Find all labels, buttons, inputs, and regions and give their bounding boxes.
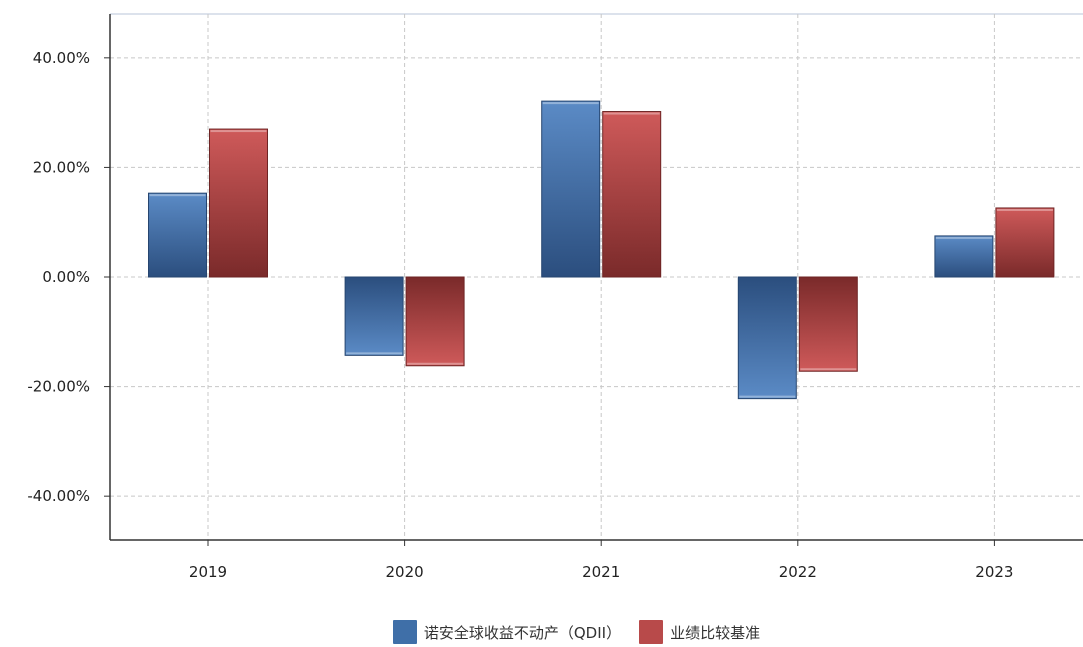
legend-swatch-benchmark [639, 620, 664, 644]
axes [104, 14, 1083, 546]
x-tick-label: 2021 [582, 563, 620, 581]
bar-highlight [935, 236, 992, 239]
bar-highlight [542, 102, 599, 105]
y-tick-label: -40.00% [27, 487, 90, 505]
x-tick-label: 2020 [386, 563, 424, 581]
legend: 诺安全球收益不动产（QDII） 业绩比较基准 [0, 617, 1083, 647]
y-tick-label: 20.00% [33, 158, 90, 176]
bar-highlight [996, 208, 1053, 211]
bar-fund-2019[interactable] [148, 192, 207, 278]
x-tick-label: 2019 [189, 563, 227, 581]
bar-highlight [407, 362, 464, 365]
bar-benchmark-2022[interactable] [798, 276, 858, 372]
x-tick-label: 2023 [975, 563, 1013, 581]
bar-highlight [739, 395, 796, 398]
bar-benchmark-2019[interactable] [209, 128, 268, 278]
legend-item-fund[interactable]: 诺安全球收益不动产（QDII） [323, 620, 621, 644]
bar-fund-2022[interactable] [737, 276, 797, 400]
bar-highlight [346, 352, 403, 355]
y-tick-label: 40.00% [33, 49, 90, 67]
bar-fund-2021[interactable] [541, 100, 601, 278]
bar-highlight [210, 130, 267, 133]
bar-highlight [800, 368, 857, 371]
bar-benchmark-2021[interactable] [602, 111, 662, 278]
bar-benchmark-2023[interactable] [995, 207, 1055, 278]
x-tick-label: 2022 [779, 563, 817, 581]
bar-highlight [603, 112, 660, 115]
y-tick-label: 0.00% [42, 268, 90, 286]
bar-highlight [149, 194, 206, 197]
legend-swatch-fund [392, 620, 417, 644]
legend-label-benchmark: 业绩比较基准 [670, 623, 761, 642]
bar-fund-2023[interactable] [934, 235, 994, 278]
bar-fund-2020[interactable] [344, 276, 404, 356]
bar-benchmark-2020[interactable] [405, 276, 465, 367]
bars [148, 100, 1055, 400]
legend-item-benchmark[interactable]: 业绩比较基准 [639, 620, 760, 644]
tick-labels: 40.00% 20.00% 0.00% -20.00% -40.00% 2019 2020 2… [27, 49, 1013, 581]
legend-label-fund: 诺安全球收益不动产（QDII） [423, 623, 622, 642]
y-tick-label: -20.00% [27, 378, 90, 396]
